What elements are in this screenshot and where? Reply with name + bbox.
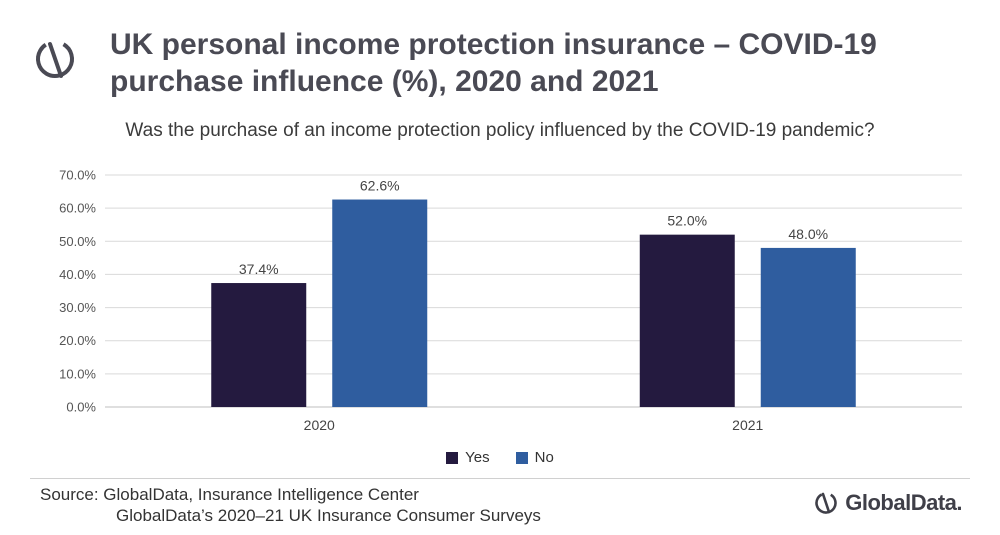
y-tick-label: 10.0% bbox=[59, 366, 96, 381]
bar-no-2020 bbox=[332, 199, 428, 407]
globaldata-brand-icon bbox=[815, 492, 838, 514]
bar-no-2021 bbox=[760, 247, 856, 407]
bar-yes-2020 bbox=[211, 283, 307, 407]
y-tick-label: 30.0% bbox=[59, 300, 96, 315]
legend-swatch bbox=[446, 451, 459, 464]
chart-subtitle: Was the purchase of an income protection… bbox=[125, 120, 875, 141]
y-tick-label: 70.0% bbox=[59, 168, 96, 183]
globaldata-logo-icon bbox=[36, 40, 74, 78]
data-label: 52.0% bbox=[667, 213, 707, 229]
y-tick-label: 0.0% bbox=[66, 400, 96, 415]
legend-item-no: No bbox=[515, 449, 554, 466]
y-tick-label: 50.0% bbox=[59, 234, 96, 249]
source-note: Source: GlobalData, Insurance Intelligen… bbox=[40, 484, 541, 526]
y-tick-label: 40.0% bbox=[59, 267, 96, 282]
y-tick-label: 60.0% bbox=[59, 201, 96, 216]
data-label: 62.6% bbox=[360, 178, 400, 194]
legend-item-yes: Yes bbox=[446, 449, 490, 466]
footer-divider bbox=[30, 478, 970, 479]
brand-name: GlobalData. bbox=[845, 490, 962, 515]
bar-chart: 0.0% 10.0% 20.0% 30.0% 40.0% 50.0% 60.0% 70.0% 3… bbox=[59, 168, 962, 433]
legend-swatch bbox=[515, 451, 528, 464]
data-label: 37.4% bbox=[239, 261, 279, 277]
page-title: UK personal income protection insurance … bbox=[110, 28, 877, 98]
bar-yes-2021 bbox=[639, 234, 735, 407]
chart-legend: Yes No bbox=[0, 449, 1000, 466]
x-tick-label: 2021 bbox=[732, 417, 763, 433]
y-tick-label: 20.0% bbox=[59, 333, 96, 348]
x-tick-label: 2020 bbox=[304, 417, 335, 433]
legend-label: Yes bbox=[465, 449, 490, 466]
data-label: 48.0% bbox=[788, 226, 828, 242]
source-line-2: GlobalData’s 2020–21 UK Insurance Consum… bbox=[116, 506, 541, 525]
legend-label: No bbox=[534, 449, 554, 466]
brand-logo: GlobalData. bbox=[813, 490, 962, 516]
source-line-1: Source: GlobalData, Insurance Intelligen… bbox=[40, 485, 419, 504]
